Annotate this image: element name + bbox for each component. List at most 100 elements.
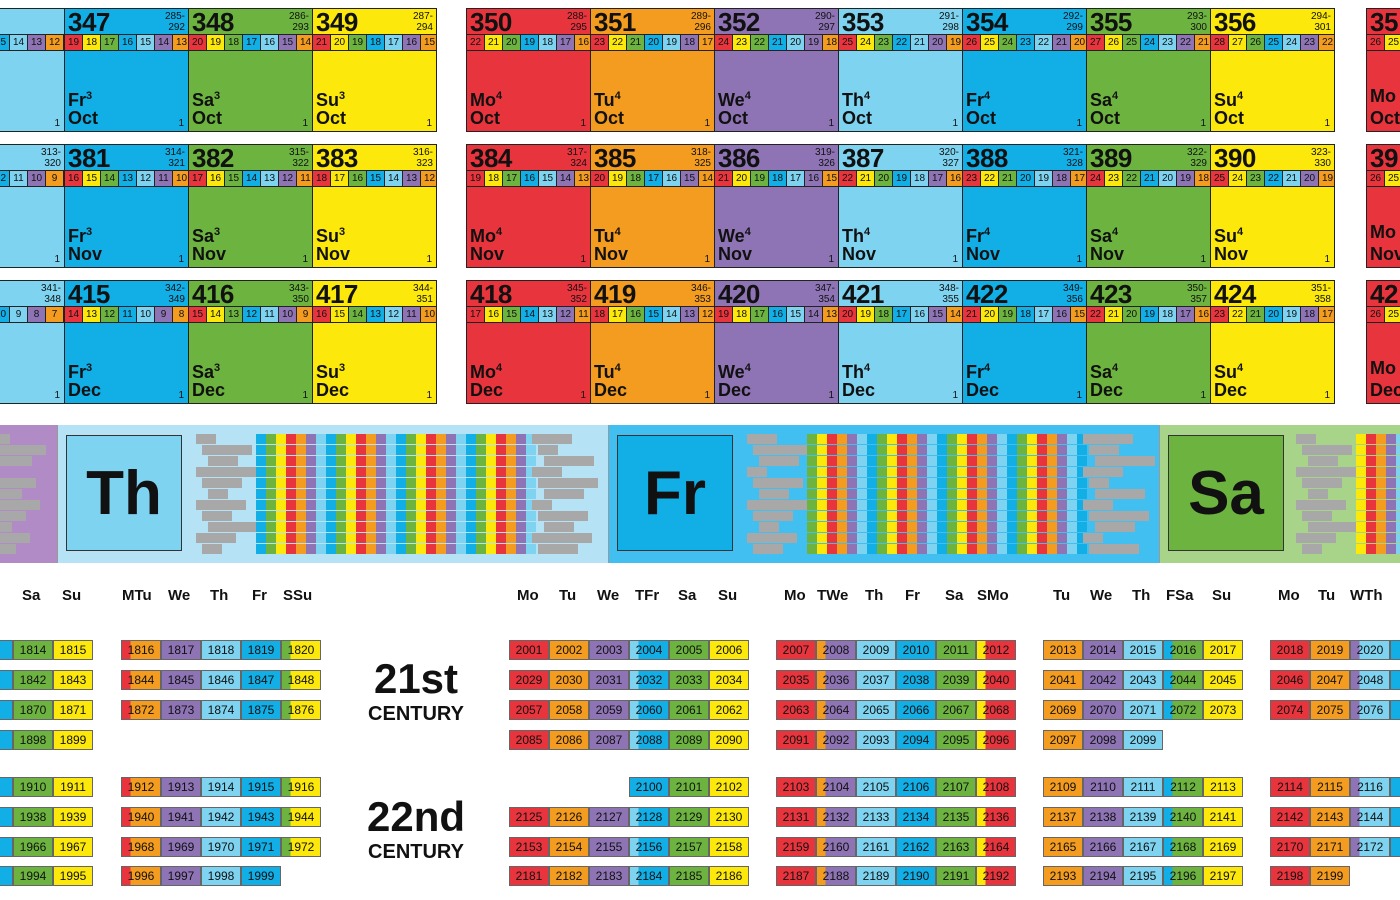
- band-square: [1017, 467, 1027, 477]
- strip-day: 20: [1017, 171, 1035, 186]
- band-square: [572, 533, 582, 543]
- year-cell: 2013: [1043, 640, 1083, 660]
- band-square: [1027, 434, 1037, 444]
- band-square: [967, 500, 977, 510]
- band-square: [769, 489, 779, 499]
- band-square: [897, 500, 907, 510]
- band-square: [336, 522, 346, 532]
- band-square: [977, 533, 987, 543]
- band-square: [1366, 478, 1376, 488]
- day-number: 389: [1090, 144, 1132, 173]
- strip-day: 15: [929, 307, 947, 322]
- band-square: [1386, 500, 1396, 510]
- year-cell: 1815: [53, 640, 93, 660]
- band-square: [1037, 500, 1047, 510]
- band-square: [416, 489, 426, 499]
- band-square: [1067, 467, 1077, 477]
- band-square: [588, 478, 598, 488]
- week-strip: 15 14 13 12 11 10 9: [189, 306, 312, 323]
- marker-one: 1: [704, 390, 710, 401]
- day-cell: 418 345- 352 17 16 15 14 13 12 11 Mo4 Dec 1: [466, 280, 591, 404]
- band-square: [1296, 533, 1306, 543]
- band-square: [436, 522, 446, 532]
- band-square: [807, 544, 817, 554]
- strip-day: 13: [403, 171, 421, 186]
- band-square: [346, 445, 356, 455]
- weekday-header: Sa: [678, 587, 697, 604]
- band-square: [783, 511, 793, 521]
- day-cell: 15141312Th3Oct1: [0, 8, 65, 132]
- band-square: [947, 511, 957, 521]
- band-square: [967, 467, 977, 477]
- band-square: [516, 434, 526, 444]
- marker-one: 1: [828, 118, 834, 129]
- band-square: [276, 445, 286, 455]
- band-square: [548, 511, 558, 521]
- band-square: [574, 456, 584, 466]
- band-square: [887, 544, 897, 554]
- band-square: [1318, 522, 1328, 532]
- band-square: [1396, 500, 1400, 510]
- day-range: 341- 348: [40, 283, 61, 305]
- band-square: [1338, 522, 1348, 532]
- strip-day: 17: [557, 35, 575, 50]
- band-square: [947, 533, 957, 543]
- band-square: [548, 478, 558, 488]
- band-square: [516, 511, 526, 521]
- strip-day: 11: [261, 307, 279, 322]
- band-square: [558, 544, 568, 554]
- band-square: [1376, 478, 1386, 488]
- band-square: [544, 489, 554, 499]
- weekday-label: Su3: [316, 226, 346, 246]
- band-square: [747, 434, 757, 444]
- year-cell: 1995: [53, 866, 93, 886]
- band-square: [476, 533, 486, 543]
- band-square: [1067, 500, 1077, 510]
- band-square: [887, 500, 897, 510]
- band-square: [256, 500, 266, 510]
- band-square: [877, 533, 887, 543]
- band-square: [216, 467, 226, 477]
- band-square: [446, 544, 456, 554]
- year-cell: 2074: [1270, 700, 1310, 720]
- month-label: Oct: [1370, 108, 1400, 128]
- marker-one: 1: [1324, 390, 1330, 401]
- band-square: [396, 522, 406, 532]
- band-square: [276, 478, 286, 488]
- band-square: [296, 522, 306, 532]
- band-square: [336, 500, 346, 510]
- year-cell: 2068: [976, 700, 1016, 720]
- year-cell: 2158: [709, 837, 749, 857]
- century-21-sub: CENTURY: [368, 703, 464, 725]
- week-strip: 16 15 14 13 12 11 10: [313, 306, 436, 323]
- band-square: [927, 445, 937, 455]
- year-cell: 2072: [1163, 700, 1203, 720]
- band-square: [316, 522, 326, 532]
- band-square: [336, 467, 346, 477]
- strip-day: 15: [331, 307, 349, 322]
- day-number: 420: [718, 280, 760, 309]
- week-strip: 20 19 18 17 16 15 14: [839, 306, 962, 323]
- band-square: [827, 489, 837, 499]
- band-square: [286, 478, 296, 488]
- band-square: [1376, 489, 1386, 499]
- year-cell: 1942: [201, 807, 241, 827]
- marker-one: 1: [54, 254, 60, 265]
- band-square: [456, 478, 466, 488]
- band-square: [817, 522, 827, 532]
- weekday-label: Su4: [1214, 362, 1244, 382]
- band-square: [1312, 478, 1322, 488]
- band-square: [1308, 489, 1318, 499]
- month-label: Nov: [594, 244, 629, 264]
- day-number: 350: [470, 8, 512, 37]
- band-square: [6, 511, 16, 521]
- year-cell: 2137: [1043, 807, 1083, 827]
- month-label: Dec: [470, 380, 504, 400]
- band-square: [1017, 522, 1027, 532]
- year-cell: 7: [0, 730, 13, 750]
- weekday-header: Tu: [559, 587, 577, 604]
- marker-one: 1: [178, 390, 184, 401]
- day-number: 347: [68, 8, 110, 37]
- strip-day: 23: [1017, 35, 1035, 50]
